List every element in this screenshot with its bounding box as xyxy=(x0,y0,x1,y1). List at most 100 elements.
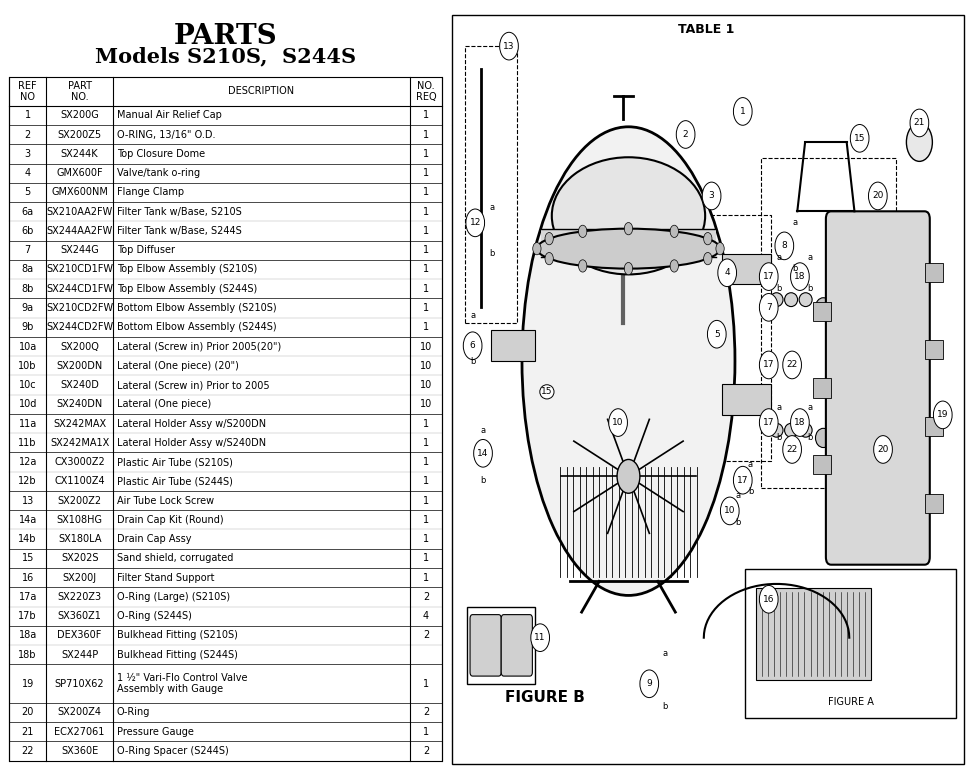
FancyBboxPatch shape xyxy=(501,615,532,676)
Text: 1: 1 xyxy=(423,418,429,428)
Ellipse shape xyxy=(537,229,720,268)
Text: SX108HG: SX108HG xyxy=(56,514,103,525)
Text: Bulkhead Fitting (S244S): Bulkhead Fitting (S244S) xyxy=(117,650,238,660)
Text: 1: 1 xyxy=(423,573,429,583)
Text: b: b xyxy=(481,476,486,485)
Circle shape xyxy=(906,123,932,161)
Text: SX240D: SX240D xyxy=(60,380,99,390)
Text: 1: 1 xyxy=(423,496,429,506)
Text: 12b: 12b xyxy=(18,476,37,487)
Text: 2: 2 xyxy=(24,130,31,140)
Circle shape xyxy=(759,263,778,290)
Bar xyxy=(626,215,771,461)
Text: Valve/tank o-ring: Valve/tank o-ring xyxy=(117,168,200,178)
Text: O-RING, 13/16" O.D.: O-RING, 13/16" O.D. xyxy=(117,130,216,140)
Circle shape xyxy=(716,242,724,255)
Circle shape xyxy=(466,209,485,237)
Text: a: a xyxy=(662,649,667,657)
Circle shape xyxy=(775,232,793,260)
Text: SX360E: SX360E xyxy=(61,746,98,756)
FancyArrow shape xyxy=(813,302,831,320)
Text: 7: 7 xyxy=(24,245,31,255)
Text: SX200Q: SX200Q xyxy=(60,341,99,352)
Text: Lateral (One piece): Lateral (One piece) xyxy=(117,400,211,409)
Text: GMX600F: GMX600F xyxy=(56,168,103,178)
Text: 12a: 12a xyxy=(18,457,37,467)
Text: SX210CD1FW: SX210CD1FW xyxy=(47,265,114,275)
Text: 1: 1 xyxy=(423,245,429,255)
Bar xyxy=(541,229,716,257)
Circle shape xyxy=(759,293,778,321)
Text: 1: 1 xyxy=(740,107,746,116)
Text: 15: 15 xyxy=(854,133,865,143)
Circle shape xyxy=(531,624,550,652)
Text: 17: 17 xyxy=(763,361,775,369)
Text: b: b xyxy=(777,284,782,293)
Text: 1: 1 xyxy=(423,168,429,178)
Text: SX244K: SX244K xyxy=(61,149,98,159)
Text: ECX27061: ECX27061 xyxy=(54,726,105,736)
Circle shape xyxy=(617,459,640,494)
FancyArrow shape xyxy=(722,384,771,415)
Text: O-Ring Spacer (S244S): O-Ring Spacer (S244S) xyxy=(117,746,228,756)
Circle shape xyxy=(910,109,928,137)
Text: Lateral (One piece) (20"): Lateral (One piece) (20") xyxy=(117,361,239,371)
Circle shape xyxy=(676,120,695,148)
Text: a: a xyxy=(481,426,486,435)
Text: 19: 19 xyxy=(21,678,34,688)
Text: 6: 6 xyxy=(470,341,476,350)
Text: 9a: 9a xyxy=(21,303,34,313)
Text: 10: 10 xyxy=(613,418,623,427)
Text: b: b xyxy=(735,518,740,527)
Text: Lateral Holder Assy w/S240DN: Lateral Holder Assy w/S240DN xyxy=(117,438,266,448)
Text: 2: 2 xyxy=(423,592,429,602)
Text: Filter Tank w/Base, S210S: Filter Tank w/Base, S210S xyxy=(117,206,242,217)
Circle shape xyxy=(579,260,586,272)
Text: Lateral Holder Assy w/S200DN: Lateral Holder Assy w/S200DN xyxy=(117,418,266,428)
Circle shape xyxy=(868,182,887,210)
Text: 1: 1 xyxy=(423,457,429,467)
Text: 17a: 17a xyxy=(18,592,37,602)
Text: SX244CD2FW: SX244CD2FW xyxy=(46,322,114,332)
Ellipse shape xyxy=(799,424,812,437)
Text: 10a: 10a xyxy=(18,341,37,352)
Text: SX200Z5: SX200Z5 xyxy=(57,130,102,140)
Text: 11b: 11b xyxy=(18,438,37,448)
Ellipse shape xyxy=(770,293,783,307)
Text: SX244AA2FW: SX244AA2FW xyxy=(47,226,113,236)
Text: 1: 1 xyxy=(423,284,429,294)
Text: CX1100Z4: CX1100Z4 xyxy=(54,476,105,487)
Text: 1: 1 xyxy=(423,303,429,313)
Text: TABLE 1: TABLE 1 xyxy=(678,23,735,36)
FancyArrow shape xyxy=(924,263,943,282)
Text: Top Closure Dome: Top Closure Dome xyxy=(117,149,205,159)
Circle shape xyxy=(463,332,482,359)
Text: b: b xyxy=(662,702,667,712)
Text: 2: 2 xyxy=(683,130,688,139)
Bar xyxy=(761,158,896,488)
Text: NO.
REQ: NO. REQ xyxy=(416,81,436,102)
Text: b: b xyxy=(489,249,495,258)
Text: SX200J: SX200J xyxy=(62,573,97,583)
FancyArrow shape xyxy=(490,331,535,361)
Text: 1: 1 xyxy=(423,678,429,688)
Text: Bottom Elbow Assembly (S210S): Bottom Elbow Assembly (S210S) xyxy=(117,303,277,313)
Text: a: a xyxy=(489,203,495,212)
Text: Sand shield, corrugated: Sand shield, corrugated xyxy=(117,553,233,563)
Text: 14a: 14a xyxy=(18,514,37,525)
Text: a: a xyxy=(735,491,740,500)
Text: a: a xyxy=(748,460,753,469)
Text: 5: 5 xyxy=(24,188,31,197)
Text: 20: 20 xyxy=(872,192,884,200)
Text: 8b: 8b xyxy=(21,284,34,294)
Text: SX200Z2: SX200Z2 xyxy=(57,496,102,506)
Text: 1: 1 xyxy=(423,149,429,159)
FancyBboxPatch shape xyxy=(826,211,930,565)
Ellipse shape xyxy=(522,126,735,595)
Circle shape xyxy=(533,242,541,255)
Text: DESCRIPTION: DESCRIPTION xyxy=(228,86,294,96)
Circle shape xyxy=(704,252,712,265)
Circle shape xyxy=(933,401,953,428)
Ellipse shape xyxy=(816,428,831,448)
Text: 22: 22 xyxy=(21,746,34,756)
